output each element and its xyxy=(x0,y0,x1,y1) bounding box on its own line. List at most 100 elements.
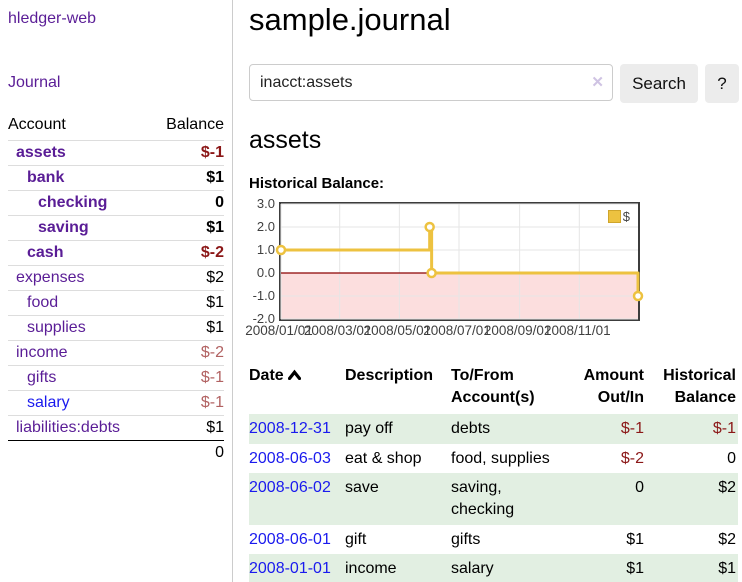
sort-ascending-icon xyxy=(287,365,301,387)
transaction-row: 2008-12-31 pay off debts $-1 $-1 xyxy=(249,414,738,444)
account-row-cash: cash $-2 xyxy=(8,240,224,266)
transaction-description: pay off xyxy=(345,420,393,438)
legend-label: $ xyxy=(622,209,630,224)
transaction-row: 2008-06-01 gift gifts $1 $2 xyxy=(249,525,738,555)
transaction-date-link[interactable]: 2008-01-01 xyxy=(249,560,331,578)
transaction-accounts: food, supplies xyxy=(451,449,550,467)
account-balance: $-2 xyxy=(150,240,224,266)
transaction-amount: $1 xyxy=(626,560,644,578)
account-link-checking[interactable]: checking xyxy=(38,194,108,211)
transaction-row: 2008-06-03 eat & shop food, supplies $-2… xyxy=(249,444,738,474)
account-link-salary[interactable]: salary xyxy=(27,394,70,411)
transaction-amount: $1 xyxy=(626,530,644,548)
header-balance: Historical Balance xyxy=(663,367,736,406)
account-balance: $1 xyxy=(150,315,224,341)
x-tick-label: 2008/01/01 xyxy=(245,323,313,338)
clear-search-icon[interactable]: ✕ xyxy=(591,74,604,91)
y-tick-label: 1.0 xyxy=(256,242,275,257)
account-row-supplies: supplies $1 xyxy=(8,315,224,341)
account-balance: $1 xyxy=(150,165,224,191)
transaction-balance: $2 xyxy=(718,479,736,497)
app-title-link[interactable]: hledger-web xyxy=(8,10,97,27)
transaction-accounts: saving, checking xyxy=(451,479,515,518)
accounts-total-row: 0 xyxy=(8,440,224,465)
search-input[interactable] xyxy=(249,64,613,101)
chart-plot[interactable]: $ xyxy=(275,202,644,321)
search-form: ✕ Search ? xyxy=(249,64,739,103)
accounts-table: Account Balance assets $-1 bank $1 check… xyxy=(8,114,224,465)
header-amount: Amount Out/In xyxy=(583,367,644,406)
transaction-accounts: salary xyxy=(451,560,494,578)
sidebar-item-journal[interactable]: Journal xyxy=(8,74,61,91)
search-button[interactable]: Search xyxy=(620,64,698,103)
y-tick-label: -1.0 xyxy=(252,288,275,303)
main-content: sample.journal ✕ Search ? assets Histori… xyxy=(233,0,742,582)
account-row-bank: bank $1 xyxy=(8,165,224,191)
transaction-balance: $1 xyxy=(718,560,736,578)
account-row-gifts: gifts $-1 xyxy=(8,365,224,391)
account-row-saving: saving $1 xyxy=(8,215,224,241)
account-heading: assets xyxy=(249,126,322,154)
account-row-income: income $-2 xyxy=(8,340,224,366)
transaction-amount: $-1 xyxy=(620,420,644,438)
header-date[interactable]: Date xyxy=(249,363,345,414)
y-tick-label: 2.0 xyxy=(256,219,275,234)
account-link-bank[interactable]: bank xyxy=(27,169,65,186)
x-tick-label: 2008/11/01 xyxy=(544,323,611,338)
chart-heading: Historical Balance: xyxy=(249,175,385,192)
historical-balance-chart: 3.0 2.0 1.0 0.0 -1.0 -2.0 $ 2008/01/01 2008/03… xyxy=(245,196,739,341)
account-link-food[interactable]: food xyxy=(27,294,59,311)
x-tick-label: 2008/05/01 xyxy=(363,323,432,338)
account-balance: $1 xyxy=(150,290,224,316)
account-row-food: food $1 xyxy=(8,290,224,316)
account-link-supplies[interactable]: supplies xyxy=(27,319,86,336)
transaction-amount: $-2 xyxy=(620,449,644,467)
transaction-balance: $2 xyxy=(718,530,736,548)
account-balance: $1 xyxy=(150,415,224,441)
y-tick-label: 3.0 xyxy=(256,196,275,211)
account-row-expenses: expenses $2 xyxy=(8,265,224,291)
sidebar: hledger-web Journal Account Balance asse… xyxy=(0,0,233,582)
account-balance: $1 xyxy=(150,215,224,241)
account-link-income[interactable]: income xyxy=(16,344,68,361)
transaction-description: save xyxy=(345,479,379,497)
transaction-accounts: debts xyxy=(451,420,491,438)
account-link-gifts[interactable]: gifts xyxy=(27,369,57,386)
transaction-date-link[interactable]: 2008-06-03 xyxy=(249,449,331,467)
accounts-header-account: Account xyxy=(8,116,66,133)
account-link-liabilities-debts[interactable]: liabilities:debts xyxy=(16,419,121,436)
account-row-assets: assets $-1 xyxy=(8,140,224,166)
chart-series xyxy=(275,203,644,320)
accounts-total-value: 0 xyxy=(150,440,224,465)
account-row-salary: salary $-1 xyxy=(8,390,224,416)
transaction-row: 2008-06-02 save saving, checking 0 $2 xyxy=(249,473,738,525)
transaction-date-link[interactable]: 2008-06-01 xyxy=(249,530,331,548)
account-link-assets[interactable]: assets xyxy=(16,144,66,161)
x-tick-label: 2008/09/01 xyxy=(483,323,552,338)
transaction-date-link[interactable]: 2008-12-31 xyxy=(249,420,331,438)
help-button[interactable]: ? xyxy=(705,64,739,103)
account-link-expenses[interactable]: expenses xyxy=(16,269,85,286)
account-row-checking: checking 0 xyxy=(8,190,224,216)
transaction-balance: 0 xyxy=(727,449,736,467)
account-balance: $-2 xyxy=(150,340,224,366)
transaction-date-link[interactable]: 2008-06-02 xyxy=(249,479,331,497)
account-row-liabilities-debts: liabilities:debts $1 xyxy=(8,415,224,441)
account-link-saving[interactable]: saving xyxy=(38,219,89,236)
transactions-header-row: Date Description To/From Account(s) Amou… xyxy=(249,363,738,414)
transaction-accounts: gifts xyxy=(451,530,481,548)
y-tick-label: 0.0 xyxy=(256,265,275,280)
account-link-cash[interactable]: cash xyxy=(27,244,64,261)
transaction-balance: $-1 xyxy=(712,420,736,438)
transaction-row: 2008-01-01 income salary $1 $1 xyxy=(249,554,738,582)
x-tick-label: 2008/03/01 xyxy=(303,323,372,338)
account-balance: $-1 xyxy=(150,390,224,416)
chart-x-axis: 2008/01/01 2008/03/01 2008/05/01 2008/07/01… xyxy=(245,323,640,341)
x-tick-label: 2008/07/01 xyxy=(423,323,491,338)
accounts-header-balance: Balance xyxy=(166,116,224,133)
account-balance: $2 xyxy=(150,265,224,291)
accounts-header-row: Account Balance xyxy=(8,114,224,141)
header-accounts: To/From Account(s) xyxy=(451,367,535,406)
page-title: sample.journal xyxy=(249,2,451,37)
account-balance: 0 xyxy=(150,190,224,216)
